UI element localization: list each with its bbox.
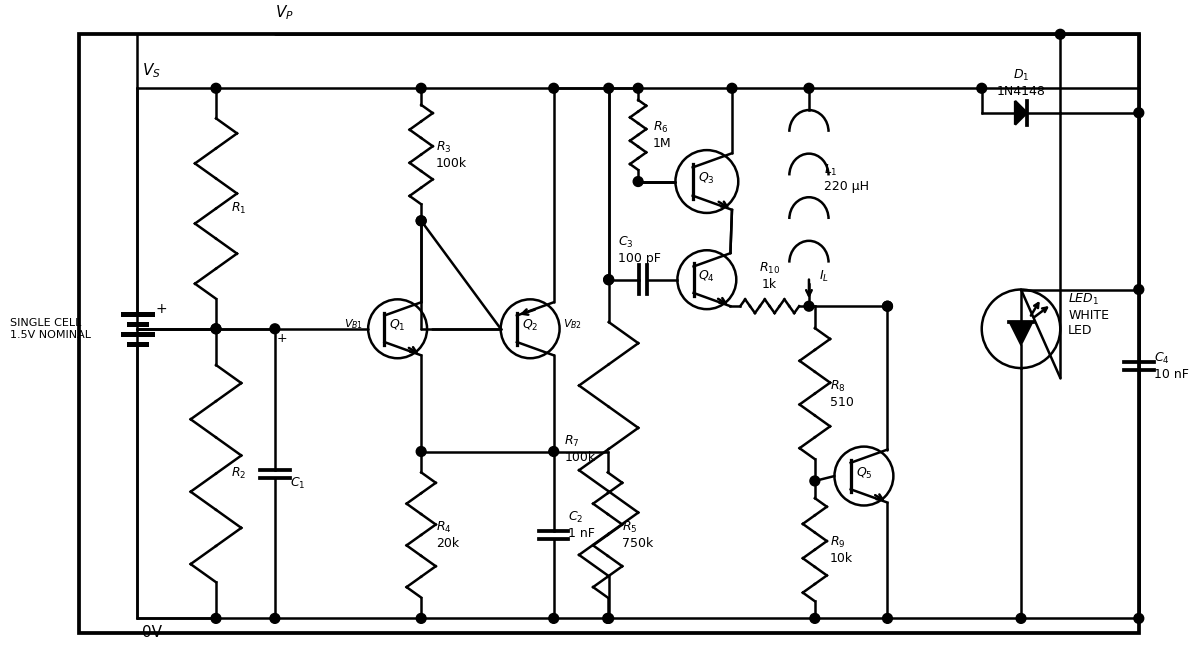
Circle shape [604, 275, 614, 284]
Circle shape [882, 301, 893, 311]
Circle shape [416, 83, 426, 93]
Polygon shape [1015, 101, 1027, 124]
Text: $R_6$
1M: $R_6$ 1M [653, 120, 672, 150]
Text: $R_3$
100k: $R_3$ 100k [436, 139, 467, 169]
Text: +: + [277, 332, 288, 345]
Circle shape [549, 447, 559, 456]
Circle shape [212, 324, 221, 334]
Text: $C_4$
10 nF: $C_4$ 10 nF [1153, 351, 1189, 381]
Text: 0V: 0V [143, 625, 163, 640]
Circle shape [1017, 613, 1026, 623]
Circle shape [270, 324, 279, 334]
Text: $V_S$: $V_S$ [143, 61, 162, 80]
Text: $R_9$
10k: $R_9$ 10k [830, 534, 853, 564]
Circle shape [634, 83, 643, 93]
Text: $Q_4$: $Q_4$ [698, 269, 716, 284]
Text: $Q_2$: $Q_2$ [522, 318, 539, 334]
Circle shape [416, 613, 426, 623]
Circle shape [634, 177, 643, 186]
Text: $R_1$: $R_1$ [231, 201, 246, 216]
Circle shape [604, 613, 614, 623]
Text: +: + [155, 302, 166, 316]
Text: $LED_1$
WHITE
LED: $LED_1$ WHITE LED [1068, 292, 1109, 337]
Text: $C_3$
100 pF: $C_3$ 100 pF [618, 235, 661, 265]
Polygon shape [1009, 322, 1033, 345]
Circle shape [882, 613, 893, 623]
Text: $R_5$
750k: $R_5$ 750k [622, 520, 654, 550]
Text: $C_2$
1 nF: $C_2$ 1 nF [568, 510, 596, 540]
Circle shape [1134, 284, 1144, 294]
Text: $Q_5$: $Q_5$ [856, 466, 873, 481]
Circle shape [270, 613, 279, 623]
Text: $Q_3$: $Q_3$ [698, 171, 716, 186]
Text: $C_1$: $C_1$ [290, 476, 306, 491]
Circle shape [726, 83, 737, 93]
Circle shape [1134, 108, 1144, 118]
Circle shape [810, 476, 819, 486]
Circle shape [1056, 29, 1065, 39]
Text: $R_8$
510: $R_8$ 510 [830, 379, 854, 409]
Circle shape [604, 83, 614, 93]
Text: $R_{10}$
1k: $R_{10}$ 1k [759, 262, 780, 292]
Circle shape [549, 613, 559, 623]
Text: $Q_1$: $Q_1$ [389, 318, 405, 334]
Circle shape [549, 83, 559, 93]
Circle shape [212, 613, 221, 623]
Circle shape [804, 301, 813, 311]
Circle shape [977, 83, 987, 93]
Text: $V_{B2}$: $V_{B2}$ [562, 317, 581, 331]
Circle shape [603, 613, 612, 623]
Text: $R_2$: $R_2$ [231, 466, 246, 481]
Circle shape [416, 216, 426, 226]
Text: $R_4$
20k: $R_4$ 20k [436, 520, 459, 550]
Text: $V_P$: $V_P$ [275, 4, 294, 22]
Circle shape [416, 216, 426, 226]
Circle shape [416, 447, 426, 456]
Circle shape [212, 324, 221, 334]
Circle shape [212, 83, 221, 93]
Circle shape [882, 301, 893, 311]
Circle shape [810, 613, 819, 623]
Text: $V_{B1}$: $V_{B1}$ [344, 317, 364, 331]
Text: $D_1$
1N4148: $D_1$ 1N4148 [996, 68, 1045, 98]
Circle shape [1134, 613, 1144, 623]
Text: $I_L$: $I_L$ [819, 269, 829, 284]
Text: $L_1$
220 μH: $L_1$ 220 μH [824, 163, 869, 193]
Circle shape [804, 83, 813, 93]
Circle shape [604, 275, 614, 284]
Text: $R_7$
100k: $R_7$ 100k [565, 434, 596, 464]
Text: SINGLE CELL
1.5V NOMINAL: SINGLE CELL 1.5V NOMINAL [10, 318, 90, 339]
